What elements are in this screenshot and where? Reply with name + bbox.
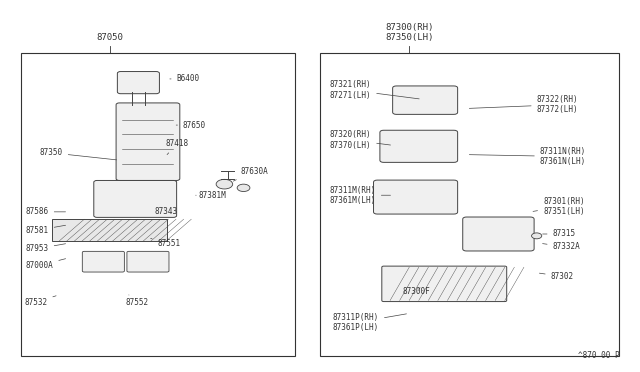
Bar: [52, 219, 167, 241]
Text: 87311N(RH)
87361N(LH): 87311N(RH) 87361N(LH): [469, 147, 586, 166]
Text: 87301(RH)
87351(LH): 87301(RH) 87351(LH): [533, 197, 585, 216]
Text: 87321(RH)
87271(LH): 87321(RH) 87271(LH): [330, 80, 419, 100]
FancyBboxPatch shape: [382, 266, 507, 302]
FancyBboxPatch shape: [83, 251, 124, 272]
Text: 87300(RH)
87350(LH): 87300(RH) 87350(LH): [385, 23, 433, 42]
Text: 87343: 87343: [154, 207, 177, 217]
Text: 87311P(RH)
87361P(LH): 87311P(RH) 87361P(LH): [333, 313, 406, 332]
Text: 87630A: 87630A: [234, 167, 268, 181]
Circle shape: [237, 184, 250, 192]
Text: 87418: 87418: [166, 139, 189, 155]
Text: 87315: 87315: [543, 230, 576, 238]
Text: 87322(RH)
87372(LH): 87322(RH) 87372(LH): [469, 95, 579, 115]
FancyBboxPatch shape: [380, 130, 458, 162]
Text: B6400: B6400: [170, 74, 200, 83]
FancyBboxPatch shape: [374, 180, 458, 214]
Circle shape: [216, 179, 233, 189]
Circle shape: [532, 233, 541, 239]
Text: 87320(RH)
87370(LH): 87320(RH) 87370(LH): [330, 130, 390, 150]
Text: 87532: 87532: [24, 296, 56, 307]
Text: 87551: 87551: [150, 238, 180, 248]
Text: 87381M: 87381M: [196, 191, 227, 200]
FancyBboxPatch shape: [94, 180, 177, 217]
FancyBboxPatch shape: [116, 103, 180, 180]
Text: 87953: 87953: [26, 244, 65, 253]
Text: 87000A: 87000A: [26, 259, 66, 270]
Text: 87650: 87650: [176, 121, 206, 129]
Text: 87311M(RH)
87361M(LH): 87311M(RH) 87361M(LH): [330, 186, 390, 205]
FancyBboxPatch shape: [393, 86, 458, 114]
FancyBboxPatch shape: [117, 71, 159, 94]
Bar: [20, 53, 294, 356]
Text: 87350: 87350: [40, 148, 116, 160]
Text: ^870 00 P: ^870 00 P: [578, 350, 620, 359]
Bar: [320, 53, 620, 356]
Text: 87586: 87586: [26, 207, 65, 217]
FancyBboxPatch shape: [127, 251, 169, 272]
FancyBboxPatch shape: [463, 217, 534, 251]
Text: 87300F: 87300F: [403, 287, 431, 296]
Text: 87552: 87552: [125, 295, 148, 307]
Text: 87302: 87302: [540, 272, 574, 281]
Text: 87050: 87050: [96, 33, 123, 42]
Text: 87581: 87581: [26, 225, 65, 235]
Text: 87332A: 87332A: [543, 243, 580, 251]
